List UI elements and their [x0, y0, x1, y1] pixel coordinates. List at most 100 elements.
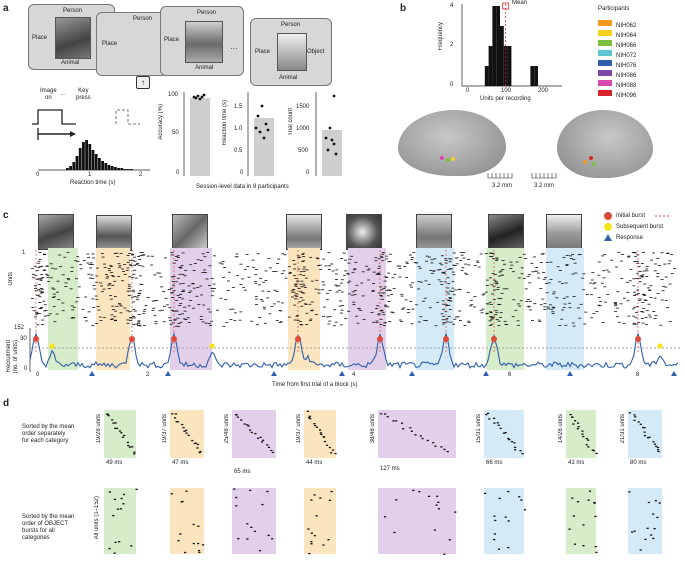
burst-spike	[410, 430, 413, 432]
scale-label-left: 3.2 mm	[492, 183, 513, 189]
burst-spike	[171, 413, 174, 415]
burst-spike	[493, 515, 496, 517]
legend-subsequent-burst: Subsequent burst	[616, 224, 664, 230]
burst-spike	[581, 430, 584, 432]
burst-spike	[192, 523, 195, 526]
burst-spike	[498, 497, 501, 500]
response-triangle-icon	[604, 234, 612, 241]
burst-spike	[658, 502, 661, 504]
burst-spike	[114, 541, 117, 543]
burst-raster	[568, 490, 598, 554]
units-count-label: 21/31 units	[620, 414, 626, 444]
burst-spike	[643, 434, 647, 437]
burst-spike	[569, 413, 572, 416]
units-histogram-bar	[534, 66, 538, 86]
card-bottom-label: Animal	[61, 60, 80, 66]
burst-spike	[419, 435, 422, 437]
burst-spike	[510, 441, 514, 443]
thumbnail-animal	[286, 214, 322, 250]
burst-spike	[106, 413, 110, 415]
sequence-block	[304, 488, 336, 555]
response-marker	[483, 371, 489, 376]
stimulus-card-2: Person Place	[96, 12, 168, 76]
subsequent-burst-marker	[49, 343, 55, 349]
thumbnail-face	[38, 214, 74, 250]
burst-spike	[418, 491, 421, 493]
reaction-tick-0: 0	[240, 170, 244, 176]
electrode-marker	[451, 157, 455, 161]
burst-spike	[120, 432, 123, 434]
burst-spike	[114, 427, 117, 430]
burst-spike	[650, 534, 653, 536]
burst-spike	[513, 442, 516, 444]
burst-spike	[657, 450, 660, 453]
thumbnail-place	[416, 214, 452, 250]
burst-spike	[440, 446, 443, 448]
sequence-block	[484, 488, 527, 554]
burst-spike	[199, 450, 202, 453]
burst-spike	[236, 416, 239, 418]
burst-spike	[185, 429, 188, 432]
units-count-label: 14/28 units	[558, 414, 564, 444]
burst-spike	[246, 424, 249, 426]
burst-spike	[246, 523, 249, 525]
burst-spike	[128, 446, 132, 448]
burst-spike	[520, 499, 523, 501]
burst-spike	[487, 412, 490, 415]
burst-raster	[484, 490, 527, 550]
burst-spike	[652, 513, 655, 515]
trial-count-plot	[315, 92, 342, 176]
burst-spike	[331, 449, 335, 451]
units-histogram-bar	[500, 26, 504, 86]
units-histogram-bar	[488, 46, 493, 86]
initial-burst-marker-icon	[604, 212, 612, 220]
burst-spike	[507, 490, 510, 493]
burst-spike	[122, 503, 125, 505]
burst-spike	[318, 429, 322, 431]
burst-spike	[202, 544, 205, 546]
card-right-label: Object	[307, 49, 325, 55]
stimulus-card-4: Person Place Object Animal	[250, 18, 332, 86]
rt-histogram-bar	[107, 165, 111, 170]
sequence-block	[170, 488, 205, 554]
spike-raster	[30, 252, 676, 327]
rt-histogram-bar	[66, 168, 69, 170]
accuracy-plot	[183, 92, 210, 176]
timeline-dots: ···	[60, 92, 66, 98]
burst-spike	[513, 446, 517, 448]
card-left-label: Place	[164, 37, 180, 43]
units-count-label: 15/31 units	[476, 414, 482, 444]
burst-spike	[177, 540, 180, 542]
burst-spike	[198, 451, 201, 454]
burst-spike	[320, 433, 323, 436]
burst-spike	[504, 431, 507, 434]
burst-spike	[253, 530, 257, 533]
c-xtick: 4	[352, 372, 356, 378]
sequence-block	[232, 410, 276, 458]
burst-spike	[309, 417, 312, 420]
latency-label: 66 ms	[486, 460, 503, 466]
burst-spike	[108, 547, 111, 550]
row1-label: Sorted by the mean order separately for …	[22, 424, 75, 444]
burst-spike	[653, 528, 656, 530]
rt-histogram-bar	[72, 162, 76, 170]
initial-burst-dash-icon	[655, 215, 671, 217]
response-marker	[271, 371, 277, 376]
burst-spike	[191, 439, 194, 442]
b-ytick-4: 4	[450, 3, 454, 9]
rt-xlabel: Reaction time (s)	[70, 180, 116, 186]
c-xtick: 0	[36, 372, 40, 378]
burst-spike	[571, 497, 574, 499]
burst-spike	[652, 441, 655, 443]
thumbnail-animal	[96, 215, 132, 251]
units-count-label: 25/48 units	[224, 414, 230, 444]
burst-spike	[319, 497, 322, 499]
session-caption: Session-level data in 8 participants	[196, 184, 289, 190]
burst-spike	[266, 444, 269, 446]
burst-spike	[118, 430, 122, 432]
burst-spike	[434, 445, 437, 447]
burst-spike	[433, 529, 436, 531]
participant-name: NIH072	[616, 53, 637, 59]
sequence-block	[170, 410, 204, 458]
burst-spike	[328, 499, 332, 501]
